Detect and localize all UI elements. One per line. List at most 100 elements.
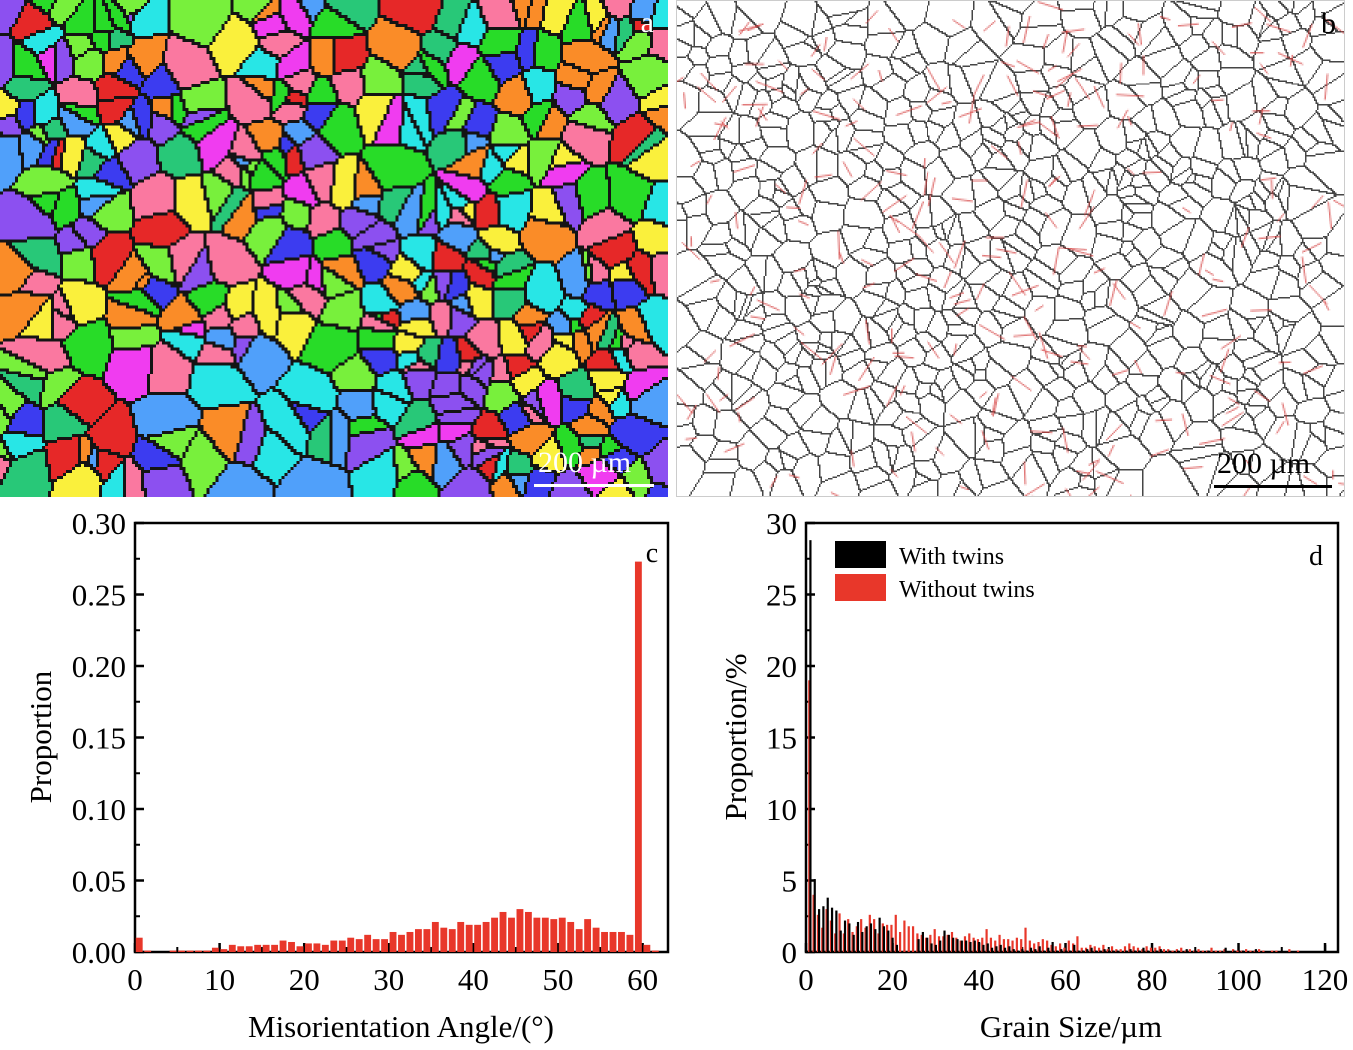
x-tick-label: 10 (204, 962, 235, 997)
bar-with-twins (969, 941, 972, 952)
bar-without-twins (1106, 949, 1109, 952)
bar-without-twins (868, 914, 871, 952)
bar (474, 924, 482, 952)
y-tick-label: 0.05 (72, 864, 126, 899)
legend-swatch-without-twins (835, 574, 886, 601)
bar-with-twins (1168, 950, 1171, 952)
bar-without-twins (946, 934, 949, 952)
bar-without-twins (1193, 950, 1196, 952)
bar-with-twins (1060, 949, 1063, 952)
bar-without-twins (985, 929, 988, 952)
bar-without-twins (1262, 950, 1265, 952)
bar-with-twins (861, 931, 864, 952)
bar-without-twins (1132, 946, 1135, 952)
bar-without-twins (1145, 946, 1148, 952)
bar-with-twins (1038, 946, 1041, 952)
bar (414, 929, 422, 952)
bar-without-twins (829, 920, 832, 952)
bar-without-twins (968, 933, 971, 952)
bar (651, 950, 659, 952)
bar (491, 917, 498, 952)
grain-boundary-map: b 200 µm (676, 0, 1345, 497)
bar-without-twins (903, 920, 906, 952)
bar-without-twins (834, 933, 837, 952)
bar-with-twins (1125, 950, 1128, 952)
bar-without-twins (1201, 950, 1204, 952)
bar-with-twins (978, 941, 981, 952)
bar-with-twins (1021, 949, 1024, 952)
bar-with-twins (848, 923, 851, 952)
bar (381, 939, 389, 952)
bar-with-twins (1034, 949, 1037, 952)
chart-d-xlabel: Grain Size/µm (980, 1009, 1162, 1044)
bar-without-twins (1180, 947, 1183, 952)
bar-with-twins (990, 947, 994, 952)
bar-without-twins (1141, 949, 1144, 952)
bar-with-twins (956, 939, 959, 952)
bar (237, 946, 245, 952)
bar-without-twins (838, 913, 841, 952)
bar (347, 937, 355, 952)
bar-with-twins (1155, 950, 1158, 952)
bar (618, 931, 625, 952)
bar-without-twins (1288, 949, 1291, 952)
bar-without-twins (920, 934, 923, 952)
bar (186, 950, 194, 952)
bar-with-twins (1016, 950, 1020, 952)
bar-without-twins (1050, 944, 1053, 952)
bar-without-twins (1046, 940, 1049, 952)
bar-without-twins (1158, 946, 1161, 952)
bar-without-twins (1188, 949, 1191, 952)
bar (220, 949, 228, 952)
bar-without-twins (1210, 947, 1213, 952)
scale-bar-a (534, 484, 654, 487)
bar-with-twins (830, 907, 834, 952)
y-tick-label: 30 (766, 506, 797, 541)
bar-without-twins (972, 937, 975, 952)
bar (279, 940, 287, 952)
legend-without-twins: Without twins (899, 577, 1035, 603)
x-tick-label: 20 (289, 962, 320, 997)
bar-without-twins (821, 927, 824, 952)
bar (584, 919, 592, 952)
bar-with-twins (1185, 949, 1188, 952)
bar-with-twins (1012, 949, 1015, 952)
bar-without-twins (1080, 947, 1083, 952)
bar-without-twins (1033, 943, 1036, 952)
bar (296, 946, 304, 952)
bar-with-twins (835, 910, 838, 952)
x-tick-label: 30 (373, 962, 404, 997)
bar-without-twins (1059, 943, 1062, 952)
bar-without-twins (963, 936, 967, 952)
bar (389, 931, 397, 952)
bar-without-twins (976, 939, 980, 952)
bar-without-twins (1089, 944, 1092, 952)
bar-without-twins (1128, 943, 1131, 952)
bar-without-twins (933, 929, 936, 952)
bar-without-twins (1093, 946, 1096, 952)
x-tick-label: 100 (1215, 962, 1262, 997)
bar-without-twins (855, 926, 858, 952)
bar-without-twins (1253, 950, 1256, 952)
bar-without-twins (959, 940, 962, 952)
panel-label-b: b (1321, 7, 1336, 40)
bar-with-twins (852, 934, 855, 952)
bar-with-twins (1194, 950, 1197, 952)
bar-without-twins (1167, 949, 1170, 952)
bar-with-twins (891, 937, 894, 952)
bar (211, 947, 219, 952)
bar-without-twins (825, 909, 828, 952)
y-tick-label: 0.20 (72, 649, 126, 684)
bar-without-twins (955, 937, 958, 952)
bar-with-twins (887, 930, 890, 952)
bar-with-twins (1077, 950, 1080, 952)
x-tick-label: 60 (1050, 962, 1081, 997)
bar-with-twins (930, 943, 933, 952)
bar-without-twins (998, 934, 1001, 952)
bar-with-twins (1068, 950, 1072, 952)
bar-with-twins (939, 940, 942, 952)
bar (634, 561, 642, 952)
bar-with-twins (1064, 950, 1067, 952)
scale-bar-b (1214, 485, 1332, 488)
bar-without-twins (1110, 946, 1114, 952)
